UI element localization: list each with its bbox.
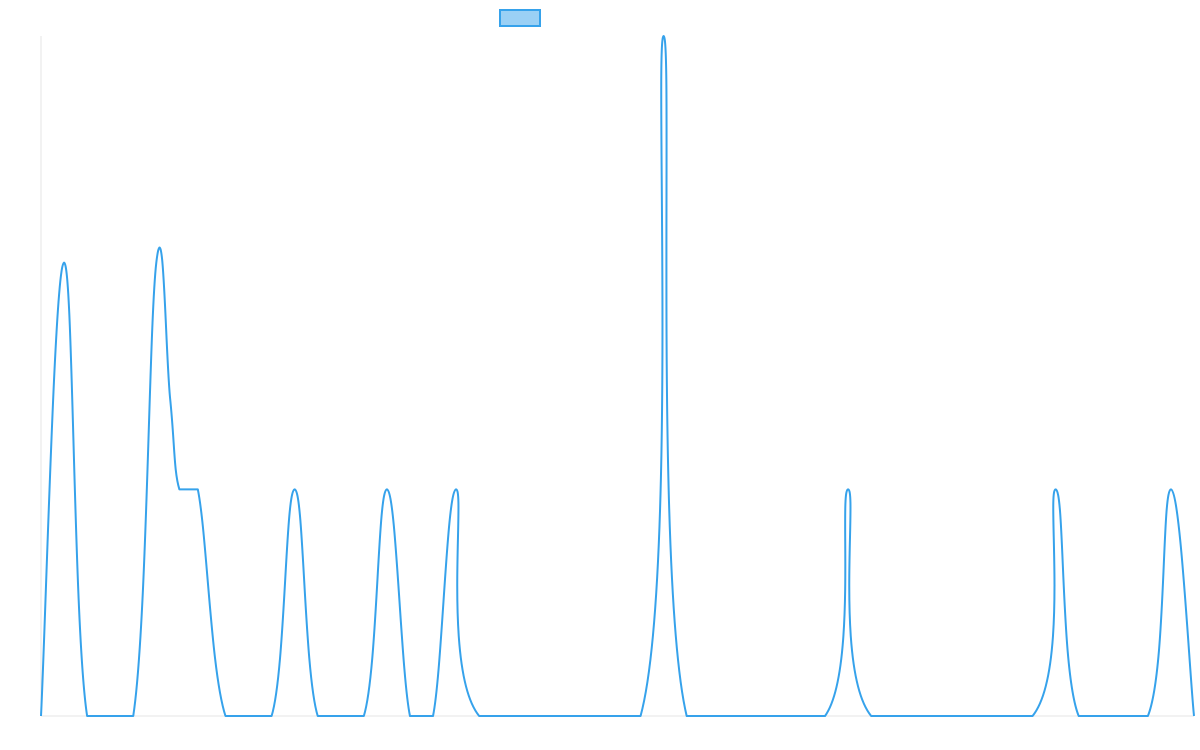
series-layer: [40, 35, 1195, 718]
legend[interactable]: [499, 9, 541, 27]
axes: [40, 36, 1194, 717]
series-line-0[interactable]: [40, 35, 1195, 718]
legend-swatch[interactable]: [499, 9, 541, 27]
